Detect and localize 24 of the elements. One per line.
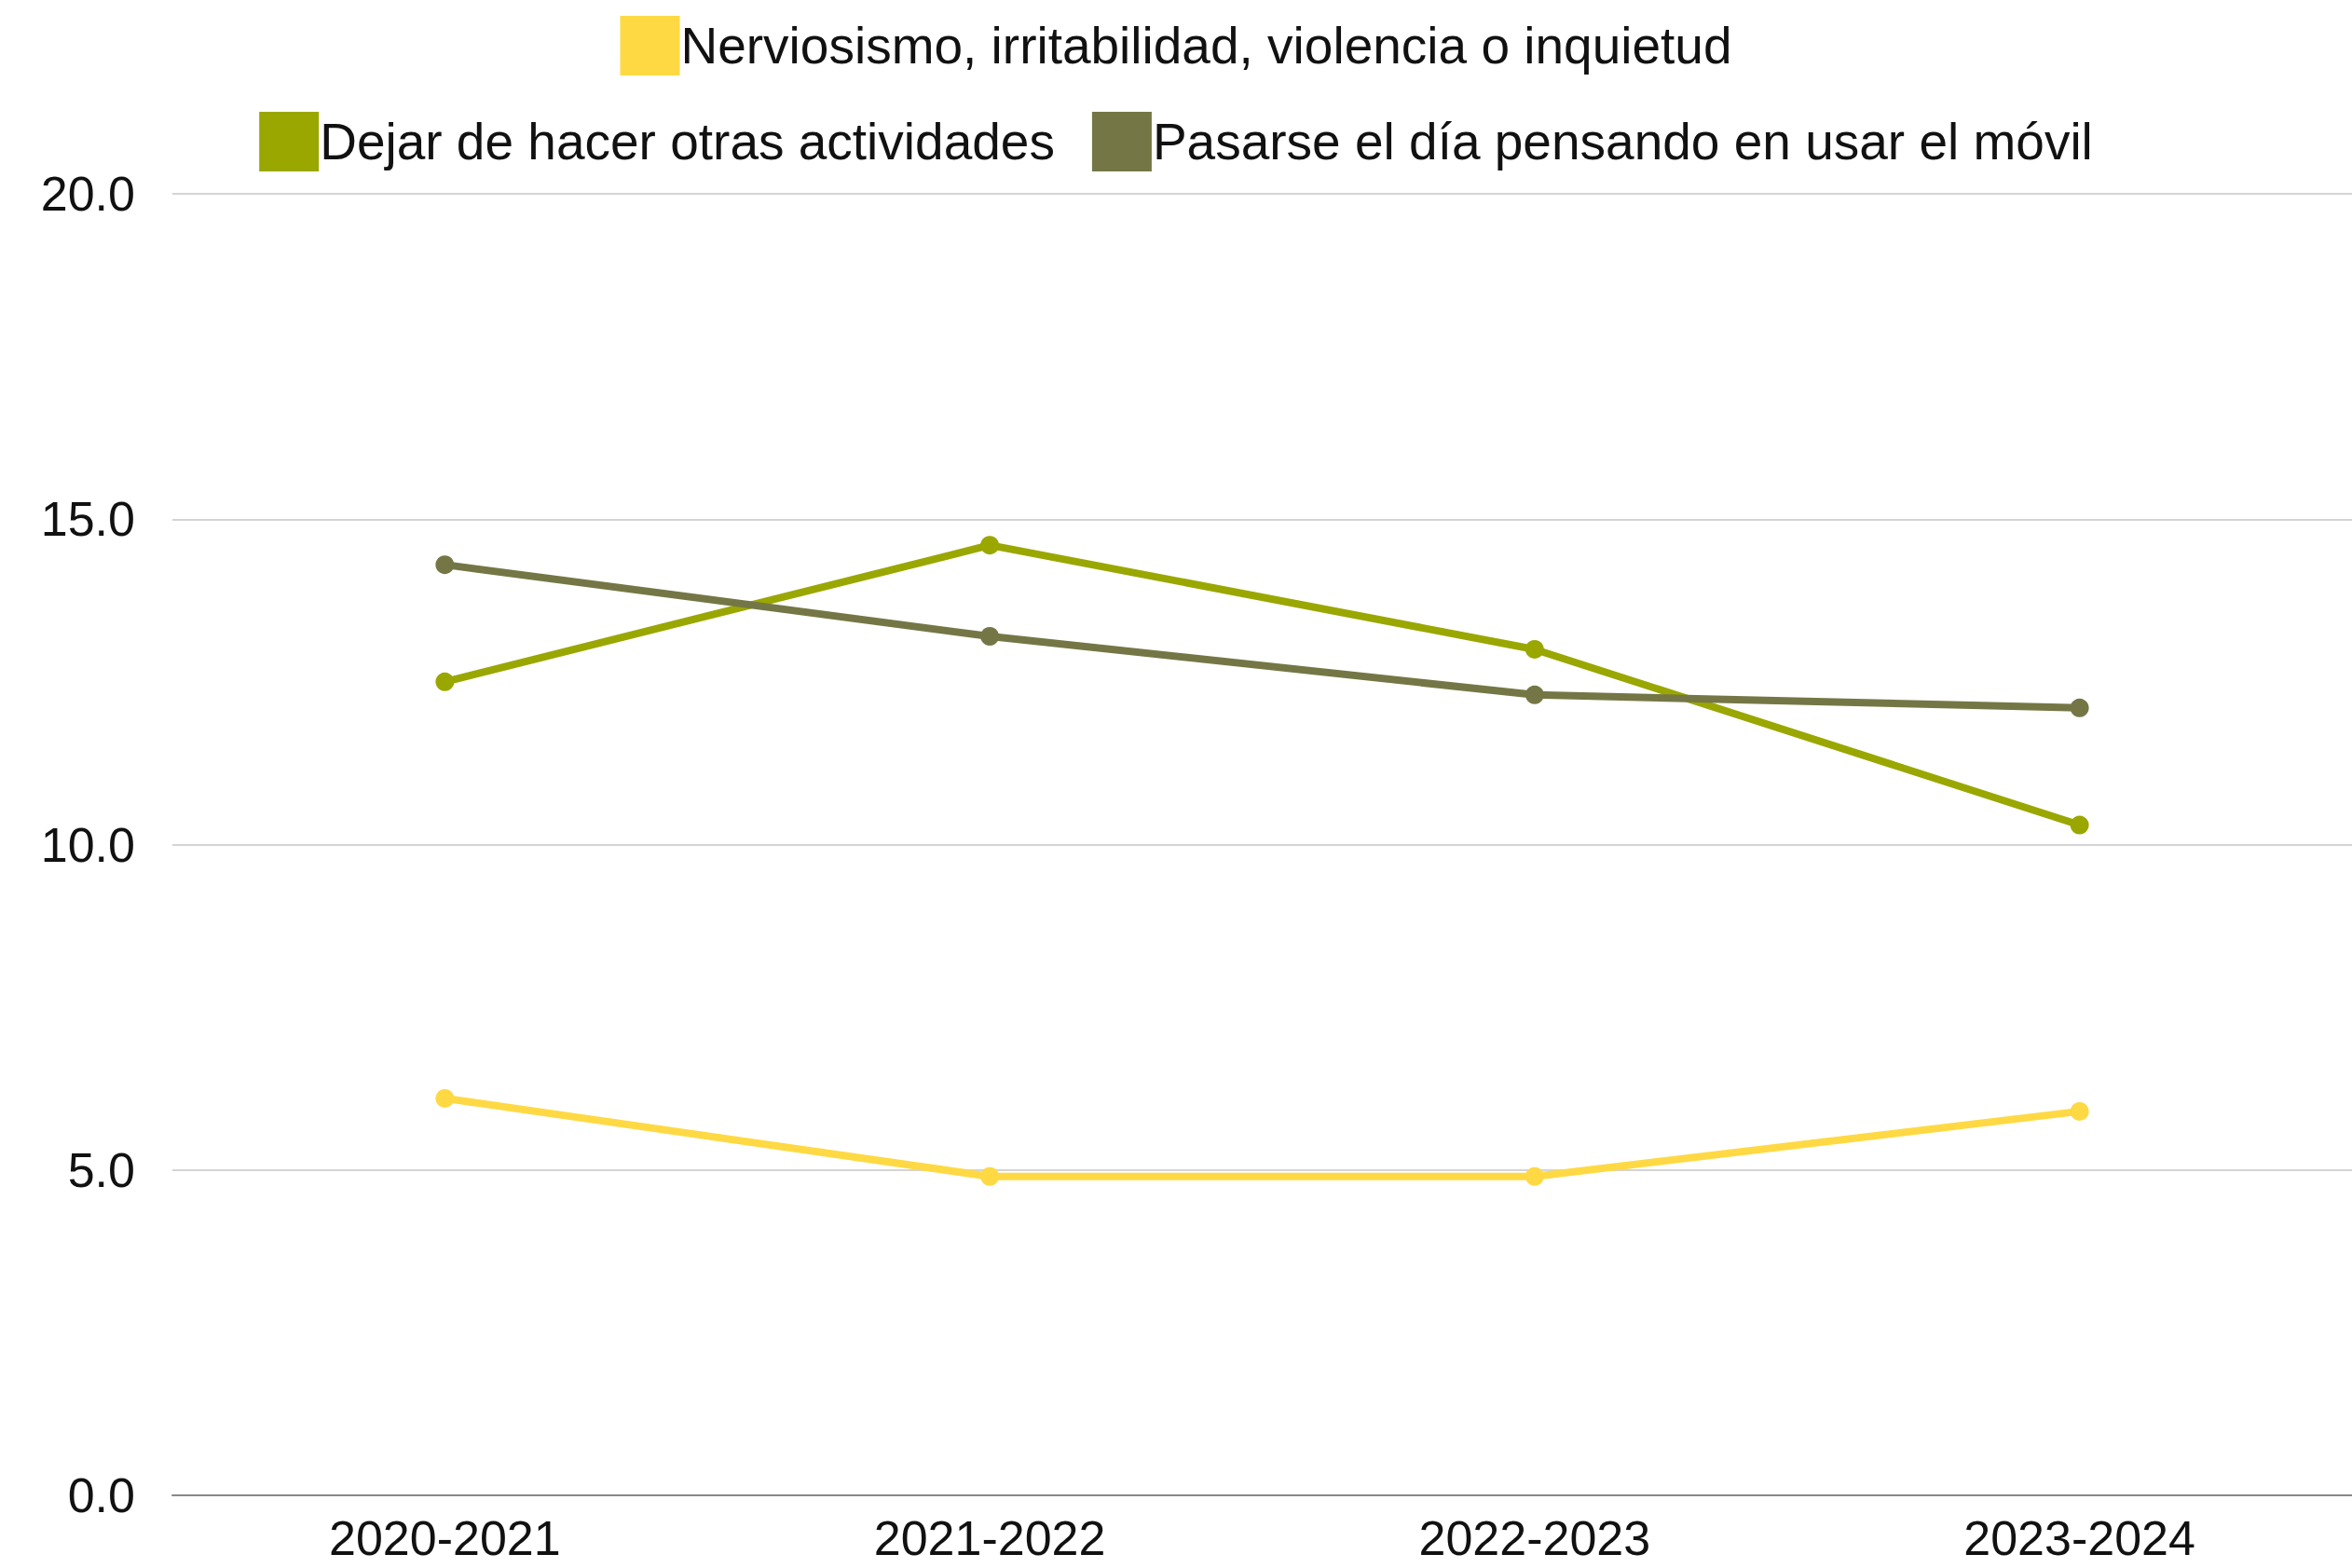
- point: [2070, 815, 2089, 835]
- legend-label: Dejar de hacer otras actividades: [320, 113, 1055, 170]
- point: [435, 672, 455, 691]
- point: [435, 1088, 455, 1108]
- y-tick-label: 10.0: [40, 817, 135, 872]
- y-tick-label: 5.0: [67, 1142, 135, 1197]
- point: [1525, 639, 1544, 659]
- y-tick-label: 20.0: [40, 167, 135, 221]
- point: [1525, 1166, 1544, 1186]
- legend-label: Pasarse el día pensando en usar el móvil: [1152, 113, 2093, 170]
- point: [2070, 698, 2089, 717]
- point: [980, 1166, 1000, 1186]
- point: [980, 536, 1000, 555]
- x-tick-label: 2021-2022: [873, 1511, 1106, 1565]
- y-tick-label: 0.0: [67, 1468, 135, 1522]
- point: [1525, 685, 1544, 704]
- x-tick-label: 2020-2021: [329, 1511, 561, 1565]
- legend-label: Nerviosismo, irritabilidad, violencia o inquietud: [680, 17, 1732, 75]
- point: [435, 555, 455, 575]
- point: [980, 626, 1000, 646]
- point: [2070, 1101, 2089, 1121]
- y-tick-label: 15.0: [40, 492, 135, 547]
- x-tick-label: 2022-2023: [1418, 1511, 1651, 1565]
- x-tick-label: 2023-2024: [1963, 1511, 2195, 1565]
